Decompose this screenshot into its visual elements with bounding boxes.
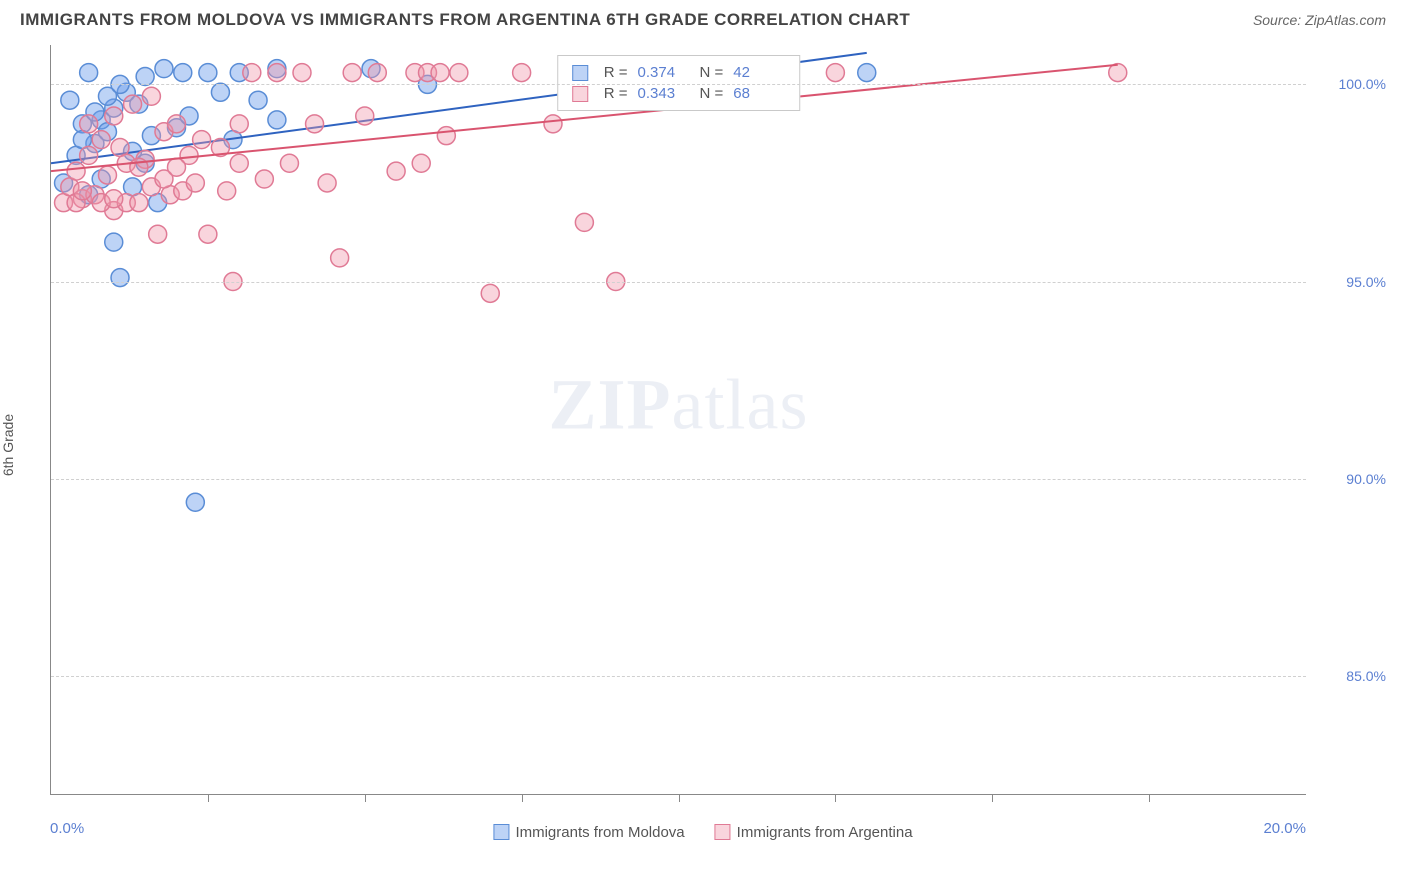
gridline [51, 84, 1306, 85]
legend: Immigrants from Moldova Immigrants from A… [493, 824, 912, 841]
legend-label: Immigrants from Moldova [515, 824, 684, 841]
data-point-argentina [124, 95, 142, 113]
y-tick-label: 90.0% [1346, 471, 1386, 487]
y-tick-label: 85.0% [1346, 668, 1386, 684]
r-value: 0.374 [638, 64, 690, 81]
x-axis-min-label: 0.0% [50, 820, 84, 837]
data-point-argentina [293, 64, 311, 82]
stats-row-argentina: R = 0.343 N = 68 [572, 83, 786, 104]
data-point-argentina [243, 64, 261, 82]
data-point-argentina [130, 194, 148, 212]
data-point-argentina [92, 131, 110, 149]
legend-swatch-moldova [572, 65, 588, 81]
data-point-moldova [105, 233, 123, 251]
gridline [51, 479, 1306, 480]
x-tick [992, 794, 993, 802]
gridline [51, 282, 1306, 283]
data-point-argentina [437, 127, 455, 145]
data-point-argentina [168, 158, 186, 176]
data-point-argentina [268, 64, 286, 82]
y-tick-label: 95.0% [1346, 274, 1386, 290]
r-value: 0.343 [638, 85, 690, 102]
data-point-argentina [218, 182, 236, 200]
data-point-argentina [368, 64, 386, 82]
x-tick [365, 794, 366, 802]
data-point-argentina [575, 213, 593, 231]
data-point-argentina [149, 225, 167, 243]
data-point-argentina [98, 166, 116, 184]
n-label: N = [700, 85, 724, 102]
x-axis-max-label: 20.0% [1263, 820, 1306, 837]
data-point-moldova [174, 64, 192, 82]
data-point-moldova [249, 91, 267, 109]
y-axis-label: 6th Grade [0, 414, 16, 476]
data-point-moldova [111, 269, 129, 287]
r-label: R = [604, 64, 628, 81]
data-point-argentina [105, 190, 123, 208]
x-tick [208, 794, 209, 802]
data-point-moldova [268, 111, 286, 129]
r-label: R = [604, 85, 628, 102]
legend-swatch-argentina [715, 824, 731, 840]
data-point-moldova [211, 83, 229, 101]
data-point-argentina [73, 182, 91, 200]
data-point-argentina [306, 115, 324, 133]
legend-swatch-moldova [493, 824, 509, 840]
data-point-argentina [105, 107, 123, 125]
legend-item-argentina: Immigrants from Argentina [715, 824, 913, 841]
data-point-moldova [155, 60, 173, 78]
y-tick-label: 100.0% [1339, 76, 1386, 92]
x-tick [835, 794, 836, 802]
data-point-argentina [331, 249, 349, 267]
data-point-argentina [513, 64, 531, 82]
data-point-argentina [544, 115, 562, 133]
n-value: 42 [733, 64, 785, 81]
data-point-moldova [80, 64, 98, 82]
data-point-moldova [199, 64, 217, 82]
gridline [51, 676, 1306, 677]
data-point-argentina [387, 162, 405, 180]
data-point-argentina [80, 146, 98, 164]
data-point-moldova [61, 91, 79, 109]
legend-swatch-argentina [572, 86, 588, 102]
n-value: 68 [733, 85, 785, 102]
data-point-argentina [168, 115, 186, 133]
data-point-argentina [431, 64, 449, 82]
data-point-argentina [826, 64, 844, 82]
plot-region: ZIPatlas R =0.374N =42R =0.343N =68 100.… [50, 45, 1306, 795]
chart-title: IMMIGRANTS FROM MOLDOVA VS IMMIGRANTS FR… [20, 10, 910, 30]
data-point-moldova [136, 68, 154, 86]
data-point-argentina [230, 115, 248, 133]
data-point-argentina [193, 131, 211, 149]
x-tick [1149, 794, 1150, 802]
data-point-argentina [142, 87, 160, 105]
data-point-argentina [450, 64, 468, 82]
data-point-moldova [186, 493, 204, 511]
data-point-moldova [858, 64, 876, 82]
x-tick [522, 794, 523, 802]
data-point-argentina [280, 154, 298, 172]
data-point-argentina [186, 174, 204, 192]
data-point-argentina [343, 64, 361, 82]
correlation-stats-box: R = 0.374 N = 42 R = 0.343 N = 68 [557, 55, 801, 111]
legend-label: Immigrants from Argentina [737, 824, 913, 841]
data-point-argentina [356, 107, 374, 125]
data-point-argentina [199, 225, 217, 243]
data-point-argentina [318, 174, 336, 192]
legend-item-moldova: Immigrants from Moldova [493, 824, 684, 841]
x-tick [679, 794, 680, 802]
data-point-argentina [412, 154, 430, 172]
data-point-argentina [67, 162, 85, 180]
stats-row-moldova: R = 0.374 N = 42 [572, 62, 786, 83]
scatter-svg [51, 45, 1306, 794]
data-point-argentina [230, 154, 248, 172]
data-point-argentina [255, 170, 273, 188]
n-label: N = [700, 64, 724, 81]
data-point-argentina [481, 284, 499, 302]
data-point-argentina [80, 115, 98, 133]
source-attribution: Source: ZipAtlas.com [1253, 12, 1386, 28]
chart-area: 6th Grade ZIPatlas R =0.374N =42R =0.343… [0, 35, 1406, 855]
